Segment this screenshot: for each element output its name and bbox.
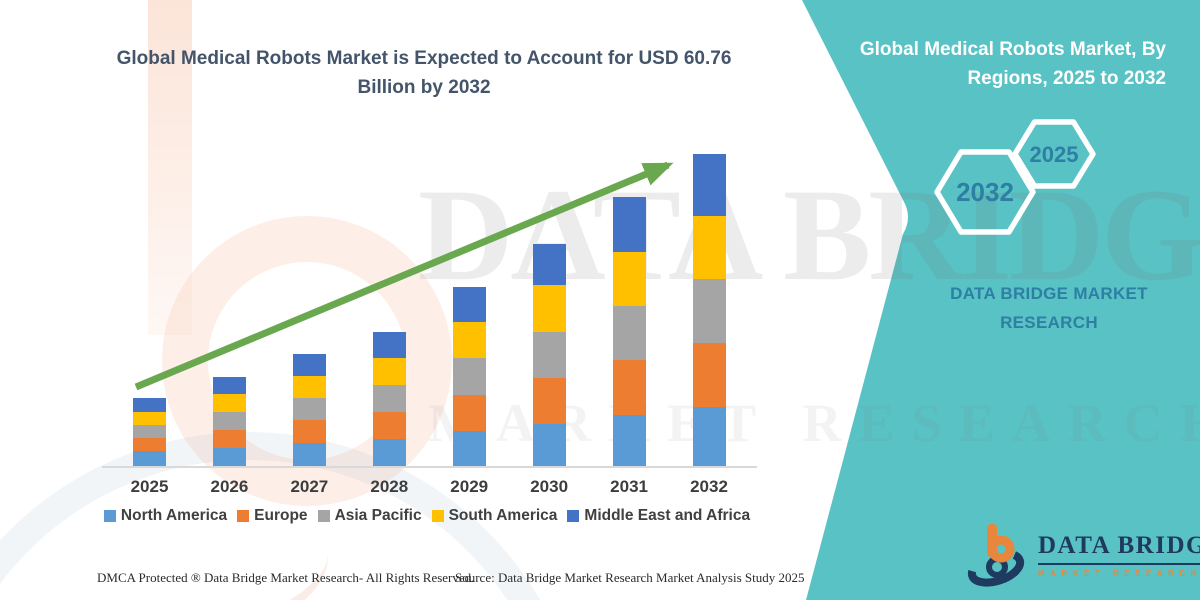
bar-segment-europe-2030: [532, 378, 566, 424]
legend-item-south-america: South America: [431, 507, 558, 525]
bar-segment-north-america-2030: [532, 423, 566, 466]
bar-segment-asia-pacific-2026: [212, 412, 246, 430]
bar-segment-asia-pacific-2029: [452, 358, 486, 395]
x-axis-label-2029: 2029: [450, 477, 489, 496]
x-axis-label-2027: 2027: [290, 477, 329, 496]
bar-segment-asia-pacific-2027: [292, 398, 326, 421]
bar-segment-europe-2025: [133, 437, 166, 452]
bar-segment-south-america-2032: [692, 216, 726, 279]
x-axis-label-2031: 2031: [610, 477, 648, 496]
legend-label-north-america: North America: [120, 507, 228, 524]
bar-segment-south-america-2027: [292, 375, 326, 399]
data-bridge-logo-icon: [967, 524, 1025, 587]
bar-segment-europe-2031: [612, 360, 646, 416]
bar-segment-middle-east-and-africa-2029: [452, 286, 486, 322]
bar-segment-south-america-2029: [452, 321, 486, 359]
bar-segment-asia-pacific-2025: [133, 425, 166, 438]
legend-label-europe: Europe: [254, 507, 308, 524]
x-axis-label-2026: 2026: [210, 477, 249, 496]
bar-segment-europe-2029: [452, 394, 486, 431]
legend-label-asia-pacific: Asia Pacific: [334, 507, 422, 524]
bar-segment-europe-2032: [692, 342, 726, 408]
legend-item-north-america: North America: [103, 507, 228, 525]
legend-swatch-europe: [237, 510, 250, 522]
source-text: Source: Data Bridge Market Research Mark…: [455, 570, 805, 585]
hexagon-2025-label: 2025: [1030, 142, 1079, 167]
legend-label-middle-east-and-africa: Middle East and Africa: [584, 507, 751, 524]
brand-caption: DATA BRIDGE MARKET RESEARCH: [950, 284, 1148, 332]
bar-segment-asia-pacific-2028: [372, 384, 406, 412]
logo-name: DATA BRIDGE: [1038, 532, 1200, 565]
bar-segment-north-america-2026: [212, 447, 246, 466]
bar-segment-north-america-2031: [612, 415, 646, 466]
legend-item-europe: Europe: [237, 507, 308, 525]
bar-segment-north-america-2029: [452, 430, 486, 466]
bar-segment-europe-2028: [372, 411, 406, 440]
x-axis-label-2032: 2032: [690, 477, 728, 496]
x-axis-label-2025: 2025: [130, 477, 169, 496]
x-axis-line: [102, 466, 757, 468]
legend-swatch-south-america: [431, 510, 444, 522]
bar-segment-south-america-2030: [532, 284, 566, 332]
hexagon-2025: [1012, 119, 1096, 189]
bar-segment-north-america-2025: [133, 451, 166, 466]
bar-segment-south-america-2026: [212, 394, 246, 413]
bar-segment-middle-east-and-africa-2026: [212, 377, 246, 395]
bar-segment-south-america-2025: [133, 412, 166, 426]
legend-swatch-asia-pacific: [317, 510, 330, 522]
bar-segment-south-america-2028: [372, 357, 406, 385]
legend-label-south-america: South America: [448, 507, 558, 524]
bar-segment-middle-east-and-africa-2028: [372, 331, 406, 358]
hexagon-2032-label: 2032: [956, 177, 1014, 207]
data-bridge-logo: DATA BRIDGE MARKET RESEARCH: [966, 520, 1200, 590]
bar-segment-asia-pacific-2032: [692, 278, 726, 343]
bar-segment-asia-pacific-2031: [612, 305, 646, 361]
dmca-text: DMCA Protected ® Data Bridge Market Rese…: [97, 570, 475, 585]
legend-swatch-middle-east-and-africa: [567, 510, 580, 522]
bar-segment-middle-east-and-africa-2030: [532, 244, 566, 285]
bar-segment-south-america-2031: [612, 251, 646, 306]
bar-segment-middle-east-and-africa-2027: [292, 354, 326, 376]
x-axis-label-2028: 2028: [370, 477, 409, 496]
bar-segment-middle-east-and-africa-2031: [612, 196, 646, 252]
hexagon-badges: 2032 2025: [934, 119, 1096, 235]
bar-segment-asia-pacific-2030: [532, 331, 566, 379]
bar-segment-middle-east-and-africa-2032: [692, 154, 726, 217]
chart-legend: North America Europe Asia Pacific South Ame…: [93, 507, 761, 525]
bar-segment-north-america-2028: [372, 439, 406, 466]
logo-tagline: MARKET RESEARCH: [1038, 569, 1200, 578]
legend-item-asia-pacific: Asia Pacific: [317, 507, 422, 525]
legend-swatch-north-america: [103, 510, 116, 522]
panel-title: Global Medical Robots Market, By Regions…: [859, 39, 1166, 89]
legend-item-middle-east-and-africa: Middle East and Africa: [567, 507, 750, 525]
bar-segment-north-america-2032: [692, 407, 726, 466]
hexagon-2032: [934, 149, 1036, 235]
bar-segment-north-america-2027: [292, 442, 326, 466]
x-axis-label-2030: 2030: [530, 477, 569, 496]
bar-segment-middle-east-and-africa-2025: [133, 398, 166, 413]
bar-segment-europe-2027: [292, 420, 326, 443]
chart-title: Global Medical Robots Market is Expected…: [116, 48, 732, 99]
bar-segment-europe-2026: [212, 429, 246, 448]
